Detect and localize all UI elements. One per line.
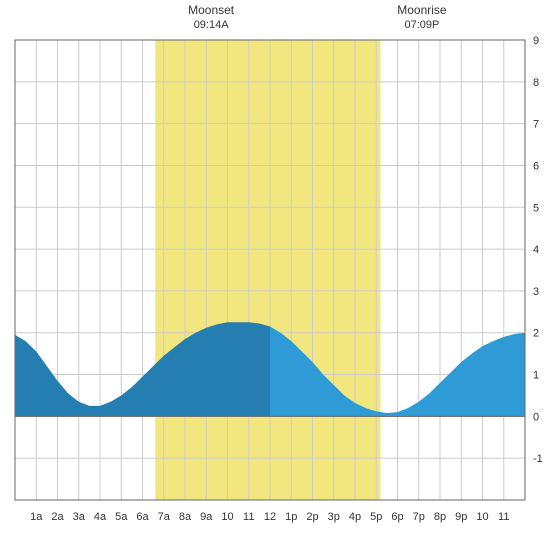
x-tick-label: 7p xyxy=(413,511,425,523)
x-tick-label: 6a xyxy=(136,511,149,523)
y-tick-label: 1 xyxy=(533,370,539,382)
x-tick-label: 2p xyxy=(306,511,318,523)
x-tick-label: 5p xyxy=(370,511,382,523)
y-tick-label: 9 xyxy=(533,35,539,47)
x-tick-label: 11 xyxy=(243,511,254,523)
y-tick-label: 4 xyxy=(533,244,539,256)
daylight-band xyxy=(155,40,380,500)
x-tick-label: 1p xyxy=(285,511,297,523)
y-tick-label: 6 xyxy=(533,160,539,172)
tide-chart: -101234567891a2a3a4a5a6a7a8a9a1011121p2p… xyxy=(0,0,550,550)
y-tick-label: 0 xyxy=(533,411,539,423)
x-tick-label: 8p xyxy=(434,511,446,523)
x-tick-label: 4a xyxy=(94,511,107,523)
x-tick-label: 10 xyxy=(221,511,233,523)
moonset-time: 09:14A xyxy=(194,19,230,31)
x-tick-label: 9a xyxy=(200,511,213,523)
y-tick-label: 7 xyxy=(533,119,539,131)
x-tick-label: 4p xyxy=(349,511,361,523)
y-tick-label: 3 xyxy=(533,286,539,298)
x-tick-label: 5a xyxy=(115,511,128,523)
moonrise-time: 07:09P xyxy=(405,19,440,31)
x-tick-label: 11 xyxy=(498,511,509,523)
y-tick-label: 5 xyxy=(533,202,539,214)
y-tick-label: 8 xyxy=(533,77,539,89)
x-tick-label: 2a xyxy=(51,511,64,523)
x-tick-label: 1a xyxy=(30,511,43,523)
x-tick-label: 3a xyxy=(73,511,86,523)
x-tick-label: 10 xyxy=(476,511,488,523)
x-tick-label: 9p xyxy=(455,511,467,523)
moonrise-label: Moonrise xyxy=(397,3,447,17)
y-tick-label: -1 xyxy=(533,453,543,465)
x-tick-label: 6p xyxy=(391,511,403,523)
chart-svg: -101234567891a2a3a4a5a6a7a8a9a1011121p2p… xyxy=(0,0,550,550)
x-tick-label: 7a xyxy=(158,511,171,523)
x-tick-label: 12 xyxy=(264,511,276,523)
y-tick-label: 2 xyxy=(533,328,539,340)
x-tick-label: 3p xyxy=(328,511,340,523)
x-tick-label: 8a xyxy=(179,511,192,523)
moonset-label: Moonset xyxy=(188,3,235,17)
